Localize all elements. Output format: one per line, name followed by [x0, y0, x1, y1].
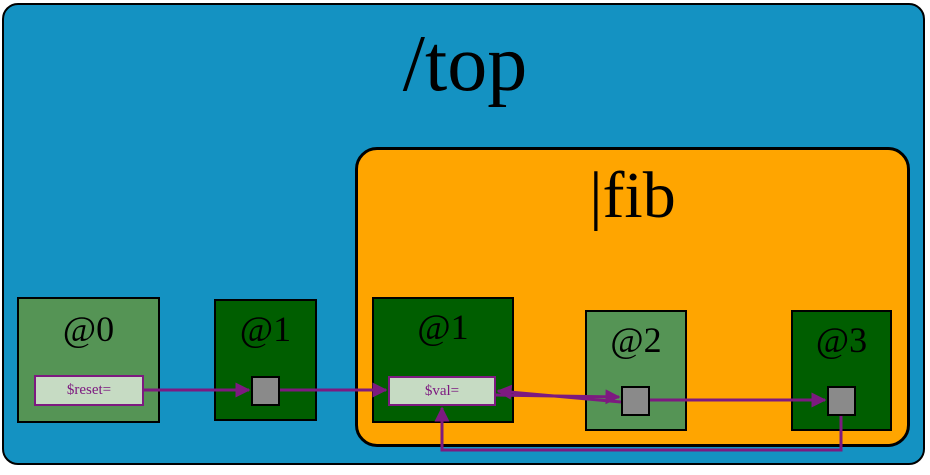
- stage-3-label: @3: [815, 320, 868, 360]
- stage-0-label: @0: [62, 309, 115, 349]
- stage-2-label: @2: [610, 320, 662, 360]
- fib-scope-title: |fib: [589, 159, 676, 232]
- stage-2-port: [621, 386, 650, 416]
- top-scope-title: /top: [402, 20, 528, 108]
- val-signal-label: $val=: [388, 376, 496, 406]
- stage-1-top-box: @1: [214, 299, 317, 421]
- stage-3-port: [827, 386, 856, 416]
- stage-1-port: [251, 376, 280, 406]
- stage-1-top-label: @1: [239, 309, 292, 349]
- reset-signal-label: $reset=: [34, 375, 144, 406]
- stage-1-fib-label: @1: [417, 307, 469, 347]
